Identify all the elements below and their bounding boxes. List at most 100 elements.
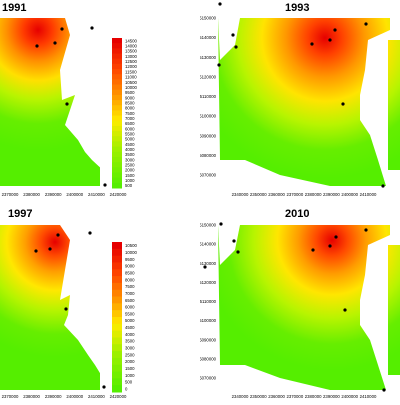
x-tick-label: 2380000 <box>23 192 40 197</box>
x-tick-label: 2420000 <box>110 192 127 197</box>
station-point <box>328 38 332 42</box>
x-axis-ticks: 2370000 2380000 2390000 2400000 2410000 24200… <box>2 192 127 197</box>
legend-swatch <box>112 120 122 127</box>
legend-swatch <box>112 79 122 86</box>
y-axis-ticks: 5150000 5140000 5130000 5120000 5110000 51000… <box>199 16 217 178</box>
legend-swatch <box>112 125 122 132</box>
legend-label: 9000 <box>125 95 135 100</box>
legend-swatch <box>112 242 122 250</box>
legend-label: 7500 <box>125 284 135 289</box>
y-tick-label: 5140000 <box>200 242 217 247</box>
legend-label: 1000 <box>125 373 135 378</box>
legend-label: 3000 <box>125 157 135 162</box>
station-point <box>64 307 68 311</box>
x-tick-label: 2340000 <box>232 192 249 197</box>
x-axis-ticks: 2340000 2350000 2360000 2370000 2380000 23900… <box>232 192 377 197</box>
x-axis-ticks: 2370000 2380000 2390000 2400000 2410000 24200… <box>2 394 127 399</box>
x-tick-label: 2380000 <box>305 394 322 399</box>
station-point <box>382 388 386 392</box>
legend-label: 10000 <box>125 250 138 255</box>
station-point <box>102 385 106 389</box>
x-tick-label: 2390000 <box>323 394 340 399</box>
legend-label: 2000 <box>125 359 135 364</box>
legend-label: 7500 <box>125 111 135 116</box>
station-point <box>236 250 240 254</box>
y-tick-label: 5100000 <box>200 318 217 323</box>
legend-label: 14500 <box>125 38 138 43</box>
legend-swatch <box>112 351 122 359</box>
legend-label: 1500 <box>125 173 135 178</box>
x-tick-label: 2390000 <box>45 394 62 399</box>
legend-swatch <box>112 48 122 55</box>
legend-swatch <box>112 131 122 137</box>
legend-label: 6000 <box>125 126 135 131</box>
legend-label: 13000 <box>125 54 138 59</box>
heatmap-2010: 5150000 5140000 5130000 5120000 5110000 51000… <box>199 222 400 399</box>
legend-colorbar: 1450014000135001300012500120001150011000… <box>112 38 138 189</box>
legend-label: 3500 <box>125 339 135 344</box>
y-tick-label: 5150000 <box>200 223 217 228</box>
x-tick-label: 2370000 <box>286 394 303 399</box>
legend-label: 5000 <box>125 318 135 323</box>
y-tick-label: 5110000 <box>200 299 217 304</box>
legend-label: 11500 <box>125 69 137 74</box>
legend-swatch <box>112 141 122 148</box>
legend-label: 7000 <box>125 116 135 121</box>
legend-swatch <box>112 276 122 284</box>
legend-label: 14000 <box>125 44 138 49</box>
legend-swatch <box>112 89 122 96</box>
x-tick-label: 2390000 <box>323 192 340 197</box>
y-axis-ticks: 5150000 5140000 5130000 5120000 5110000 51000… <box>199 223 217 381</box>
station-point <box>56 233 60 237</box>
legend-label: 6000 <box>125 305 135 310</box>
legend-swatch <box>112 151 122 158</box>
y-tick-label: 5100000 <box>200 114 217 119</box>
legend-label: 1500 <box>125 366 135 371</box>
legend-label: 13500 <box>125 49 138 54</box>
legend-label: 9500 <box>125 257 135 262</box>
station-point <box>334 235 338 239</box>
legend-swatch <box>112 172 122 179</box>
legend-label: 4000 <box>125 332 135 337</box>
legend-swatch <box>112 105 122 111</box>
y-tick-label: 5140000 <box>200 35 217 40</box>
station-point <box>60 27 64 31</box>
station-point <box>217 63 221 67</box>
x-tick-label: 2400000 <box>66 192 83 197</box>
legend-swatch <box>112 317 122 325</box>
station-point <box>218 2 222 6</box>
legend-swatch <box>112 310 122 318</box>
panel-year-title: 1993 <box>285 2 310 14</box>
legend-label: 6500 <box>125 298 135 303</box>
legend-colorbar-partial <box>388 245 400 375</box>
legend-label: 1000 <box>125 178 135 183</box>
station-point <box>234 45 238 49</box>
legend-colorbar-partial <box>388 40 400 170</box>
x-tick-label: 2340000 <box>232 394 249 399</box>
x-tick-label: 2380000 <box>305 192 322 197</box>
legend-label: 4500 <box>125 142 135 147</box>
legend-swatch <box>112 63 122 70</box>
legend-swatch <box>112 100 122 106</box>
x-tick-label: 2350000 <box>250 192 267 197</box>
station-point <box>333 28 337 32</box>
legend-label: 7000 <box>125 291 135 296</box>
x-tick-label: 2400000 <box>341 394 358 399</box>
legend-swatch <box>112 110 122 117</box>
y-tick-label: 5080000 <box>200 356 217 361</box>
station-point <box>341 102 345 106</box>
x-tick-label: 2400000 <box>341 192 358 197</box>
panel-year-title: 1997 <box>8 208 33 220</box>
y-tick-label: 5120000 <box>200 74 217 79</box>
legend-label: 0 <box>125 386 128 391</box>
x-tick-label: 2350000 <box>250 394 267 399</box>
y-tick-label: 5090000 <box>200 337 217 342</box>
legend-label: 9500 <box>125 90 135 95</box>
legend-swatch <box>112 371 122 379</box>
legend-label: 2500 <box>125 352 135 357</box>
map-panel-1993: 1993 5150000 5140000 5130000 5120000 5110000… <box>199 0 400 200</box>
legend-swatch <box>112 84 122 91</box>
legend-label: 8000 <box>125 277 135 282</box>
legend-swatch <box>112 337 122 345</box>
legend-label: 2500 <box>125 163 135 168</box>
